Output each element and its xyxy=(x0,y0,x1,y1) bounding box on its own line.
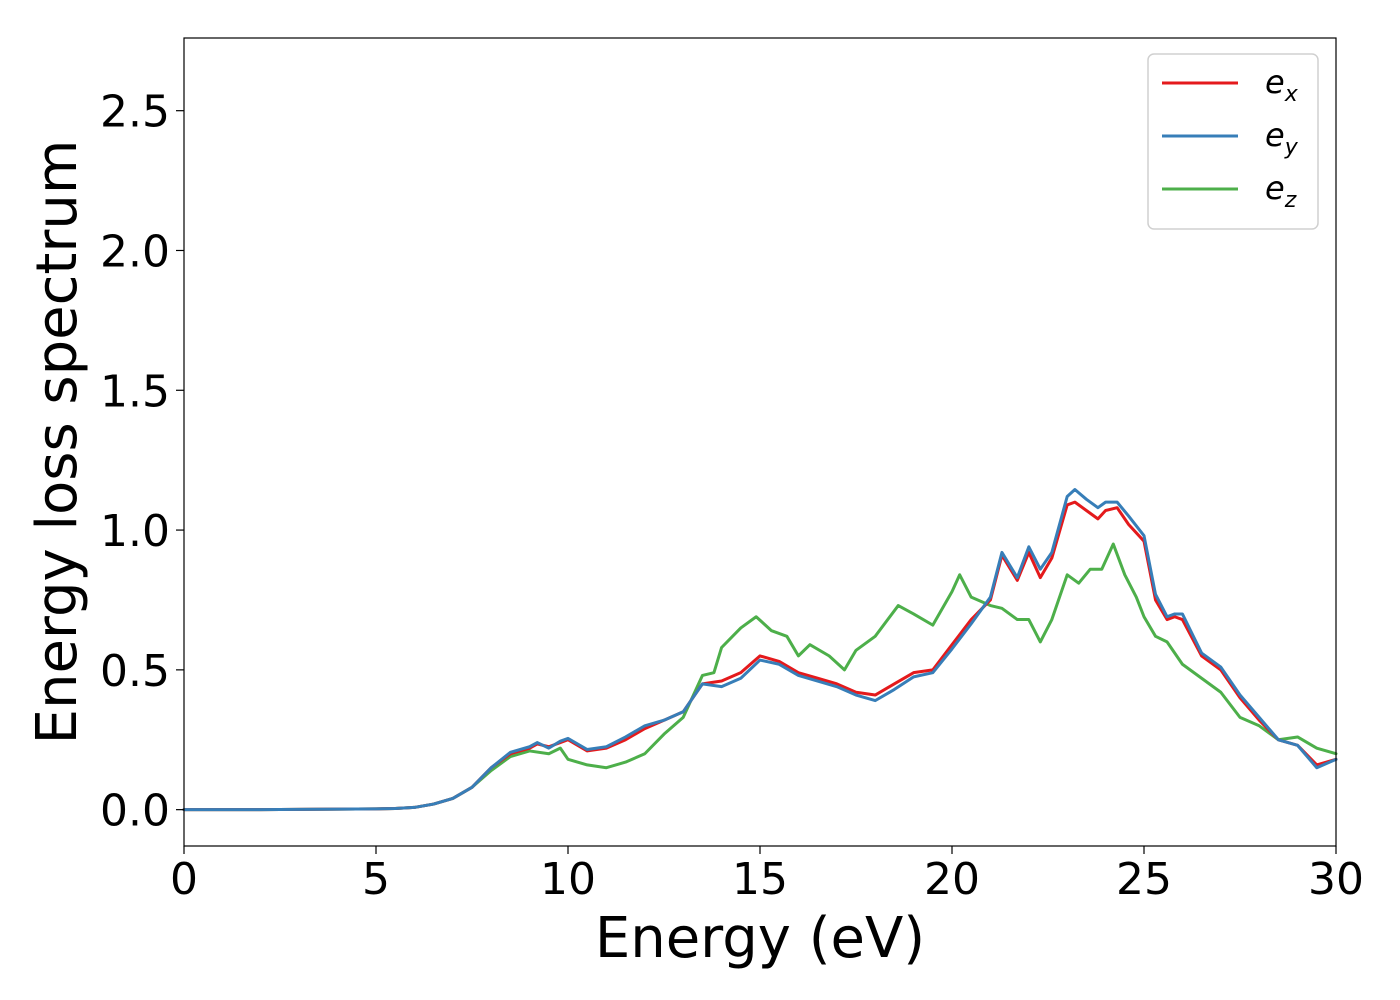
x-axis-title: Energy (eV) xyxy=(595,906,925,971)
y-tick-label: 1.0 xyxy=(100,506,170,557)
x-tick-label: 0 xyxy=(170,854,198,905)
x-tick-label: 10 xyxy=(540,854,596,905)
y-axis-title: Energy loss spectrum xyxy=(25,140,90,745)
series-line-ez xyxy=(182,542,1338,812)
y-tick-label: 2.0 xyxy=(100,226,170,277)
legend-box xyxy=(1147,53,1319,230)
x-tick-label: 5 xyxy=(362,854,390,905)
y-tick-label: 0.0 xyxy=(100,786,170,837)
y-tick-label: 2.5 xyxy=(100,87,170,138)
legend-label-ex: ex xyxy=(1265,63,1299,107)
y-axis: 0.0 0.5 1.0 1.5 2.0 2.5 xyxy=(100,87,184,837)
x-tick-label: 30 xyxy=(1308,854,1364,905)
legend: ex ey ez xyxy=(1147,53,1319,230)
x-axis: 0 5 10 15 20 25 30 xyxy=(170,846,1364,905)
x-tick-label: 20 xyxy=(924,854,980,905)
series-layer xyxy=(182,488,1338,812)
y-tick-label: 0.5 xyxy=(100,646,170,697)
y-tick-label: 1.5 xyxy=(100,366,170,417)
x-tick-label: 25 xyxy=(1116,854,1172,905)
x-tick-label: 15 xyxy=(732,854,788,905)
legend-label-ey: ey xyxy=(1265,116,1299,160)
series-line-ey xyxy=(182,488,1338,812)
legend-label-ez: ez xyxy=(1265,169,1297,213)
